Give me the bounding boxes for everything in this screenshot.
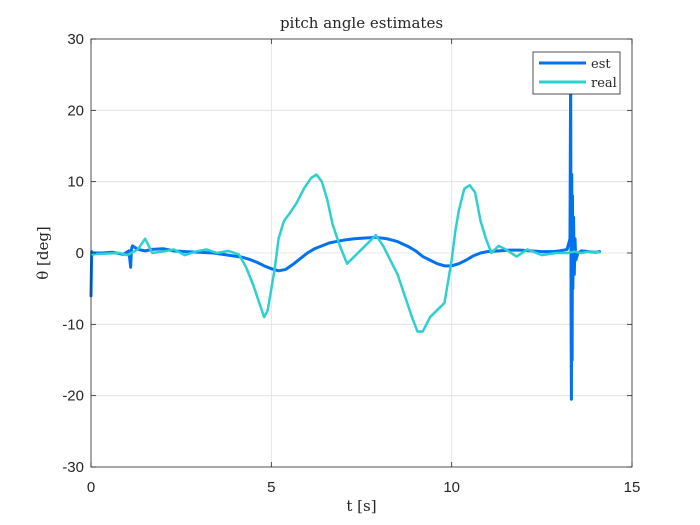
y-tick-label: -30: [62, 459, 84, 476]
y-tick-label: 0: [76, 245, 84, 262]
chart-title: pitch angle estimates: [280, 14, 443, 32]
legend-box: [532, 51, 621, 95]
series-line-real: [89, 173, 601, 333]
x-tick-label: 10: [443, 479, 460, 496]
y-tick-label: 20: [67, 102, 84, 119]
y-tick-label: 10: [67, 174, 84, 191]
ticks: 0 5 10 15 -30 -20 -10 0 10 20 30: [62, 31, 640, 496]
y-axis-label: θ [deg]: [34, 226, 52, 280]
legend-label-est: est: [591, 57, 611, 72]
x-tick-label: 15: [624, 479, 641, 496]
y-tick-label: -10: [62, 316, 84, 333]
y-tick-label: -20: [62, 388, 84, 405]
legend: est real: [532, 51, 621, 95]
x-tick-label: 5: [267, 479, 275, 496]
legend-label-real: real: [591, 76, 617, 91]
x-axis-label: t [s]: [346, 497, 376, 515]
y-tick-label: 30: [67, 31, 84, 48]
series-layer: [89, 58, 602, 401]
x-tick-label: 0: [87, 479, 95, 496]
